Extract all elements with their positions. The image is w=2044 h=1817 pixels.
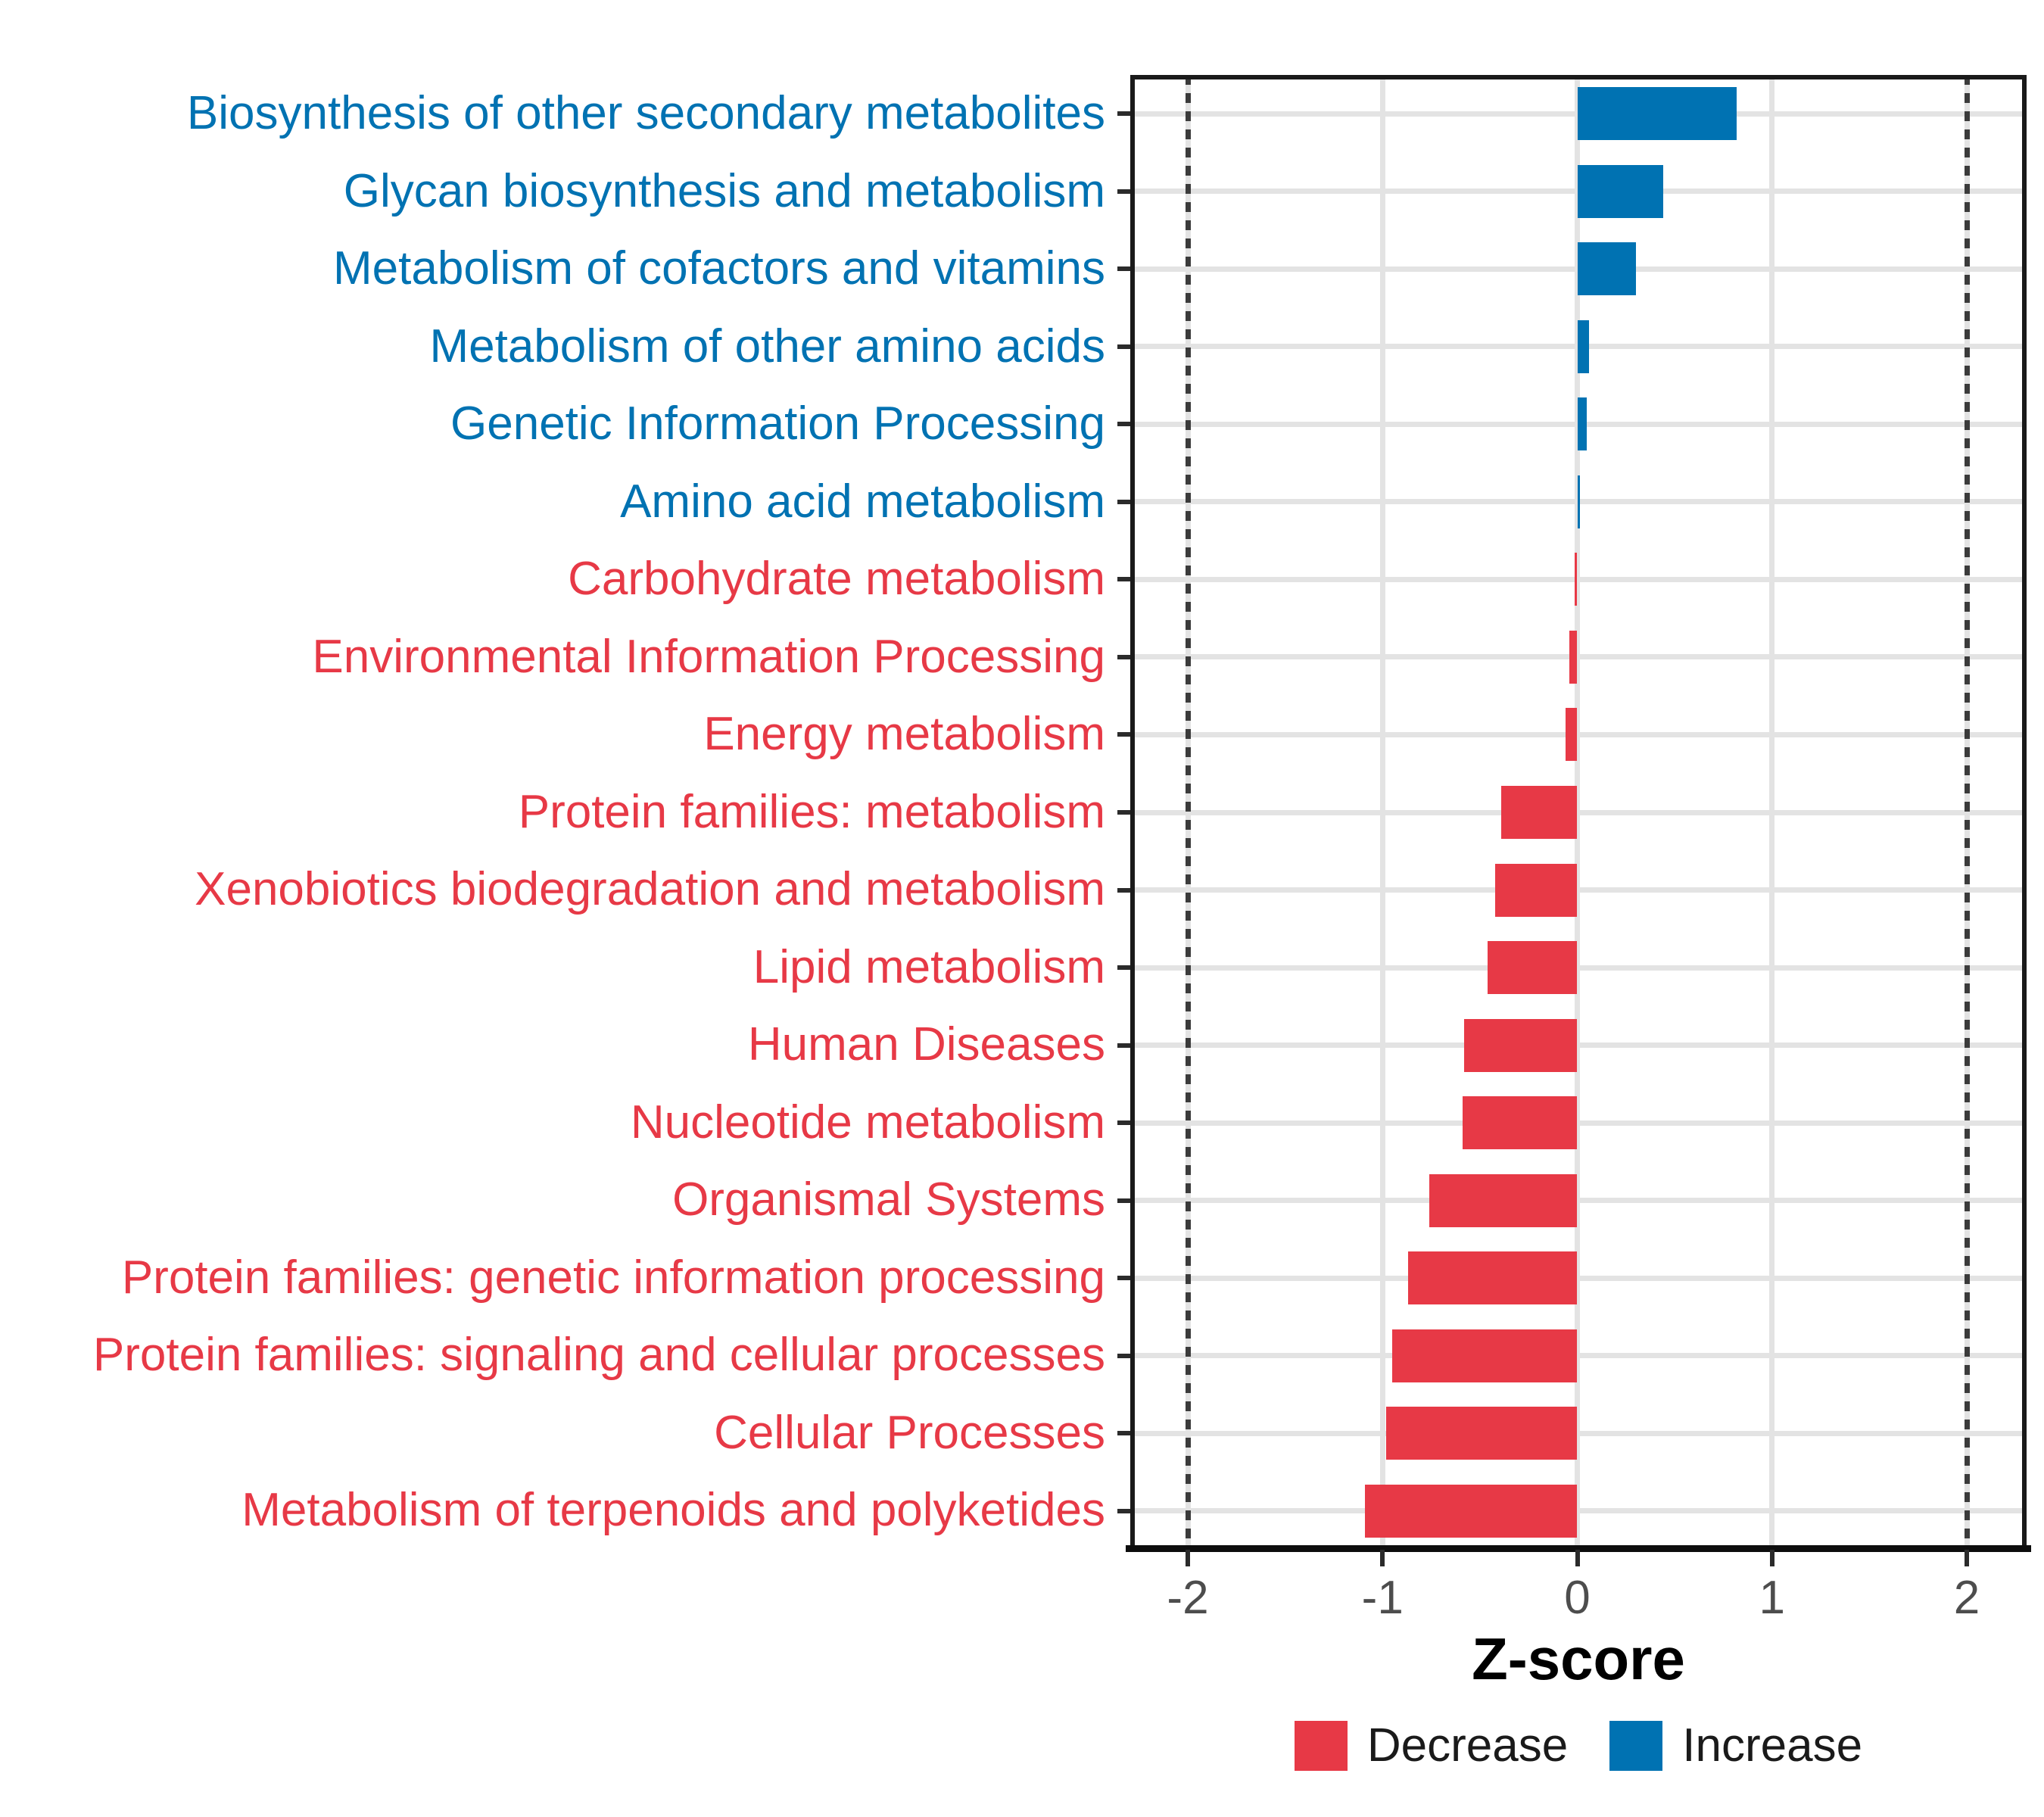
y-tick-mark <box>1117 1120 1130 1126</box>
y-axis-label: Biosynthesis of other secondary metaboli… <box>186 87 1105 139</box>
bar <box>1495 863 1578 917</box>
bar <box>1407 1251 1578 1305</box>
y-axis-label: Protein families: signaling and cellular… <box>92 1329 1105 1382</box>
y-tick-mark <box>1117 965 1130 971</box>
bar <box>1577 475 1581 528</box>
y-axis-label: Genetic Information Processing <box>450 397 1105 450</box>
x-tick-label: 1 <box>1759 1572 1785 1624</box>
x-axis-line <box>1126 1545 2031 1552</box>
y-axis-label: Amino acid metabolism <box>620 475 1105 528</box>
bar <box>1429 1173 1578 1227</box>
y-tick-mark <box>1117 344 1130 349</box>
bar <box>1488 941 1578 995</box>
bar <box>1464 1018 1578 1072</box>
bar <box>1386 1407 1578 1460</box>
y-axis-label: Metabolism of terpenoids and polyketides <box>241 1484 1105 1537</box>
x-tick-mark <box>1186 1550 1190 1566</box>
y-tick-mark <box>1117 577 1130 582</box>
legend-key-increase <box>1609 1720 1663 1771</box>
bar <box>1566 708 1578 762</box>
bar <box>1574 553 1578 606</box>
legend-item-increase: Increase <box>1609 1719 1862 1772</box>
y-tick-mark <box>1117 654 1130 659</box>
y-tick-mark <box>1117 1043 1130 1048</box>
x-axis-title: Z-score <box>1472 1625 1685 1692</box>
y-tick-mark <box>1117 422 1130 427</box>
y-axis-label: Protein families: metabolism <box>518 785 1105 838</box>
reference-line <box>1964 75 1970 1550</box>
x-tick-mark <box>1769 1550 1774 1566</box>
y-axis-label: Xenobiotics biodegradation and metabolis… <box>195 863 1105 916</box>
bar <box>1392 1329 1578 1382</box>
legend-key-decrease <box>1294 1720 1348 1771</box>
legend-label-decrease: Decrease <box>1366 1719 1569 1772</box>
bar <box>1577 319 1589 373</box>
x-tick-mark <box>1575 1550 1580 1566</box>
y-axis-label: Lipid metabolism <box>752 940 1105 993</box>
bar <box>1569 630 1578 684</box>
y-tick-mark <box>1117 732 1130 737</box>
y-tick-mark <box>1117 810 1130 815</box>
y-axis-label: Metabolism of other amino acids <box>429 319 1105 372</box>
y-tick-mark <box>1117 1198 1130 1203</box>
legend: Decrease Increase <box>1130 1719 2027 1772</box>
y-axis-label: Carbohydrate metabolism <box>568 553 1105 606</box>
bar <box>1365 1484 1578 1538</box>
y-axis-label: Organismal Systems <box>672 1173 1105 1226</box>
y-axis-label: Energy metabolism <box>703 708 1105 761</box>
y-tick-mark <box>1117 189 1130 194</box>
gridline-vertical <box>1769 75 1775 1550</box>
y-axis-label: Metabolism of cofactors and vitamins <box>333 242 1105 295</box>
y-axis-label: Nucleotide metabolism <box>630 1095 1105 1148</box>
plot-panel <box>1130 75 2027 1550</box>
y-tick-mark <box>1117 887 1130 893</box>
y-tick-mark <box>1117 1276 1130 1281</box>
y-tick-mark <box>1117 499 1130 504</box>
y-axis-label: Glycan biosynthesis and metabolism <box>343 164 1105 217</box>
x-tick-mark <box>1965 1550 1969 1566</box>
gridline-vertical <box>1379 75 1385 1550</box>
bar <box>1577 164 1663 218</box>
y-tick-mark <box>1117 266 1130 272</box>
bar <box>1577 242 1636 296</box>
x-tick-label: 2 <box>1953 1572 1980 1624</box>
y-axis-label: Cellular Processes <box>714 1406 1105 1459</box>
gridline-vertical <box>1575 75 1580 1550</box>
x-tick-label: -1 <box>1361 1572 1404 1624</box>
bar <box>1577 87 1737 141</box>
x-tick-label: -2 <box>1167 1572 1209 1624</box>
legend-item-decrease: Decrease <box>1294 1719 1569 1772</box>
y-axis-label: Environmental Information Processing <box>312 630 1105 683</box>
bar <box>1462 1096 1578 1150</box>
legend-label-increase: Increase <box>1682 1719 1863 1772</box>
y-tick-mark <box>1117 111 1130 117</box>
y-axis-label: Protein families: genetic information pr… <box>121 1251 1105 1304</box>
x-tick-mark <box>1380 1550 1385 1566</box>
y-axis-label: Human Diseases <box>747 1018 1105 1071</box>
reference-line <box>1185 75 1191 1550</box>
bar <box>1501 786 1578 839</box>
y-tick-mark <box>1117 1431 1130 1436</box>
x-tick-label: 0 <box>1564 1572 1591 1624</box>
y-tick-mark <box>1117 1508 1130 1513</box>
bar <box>1577 397 1588 451</box>
y-tick-mark <box>1117 1353 1130 1358</box>
